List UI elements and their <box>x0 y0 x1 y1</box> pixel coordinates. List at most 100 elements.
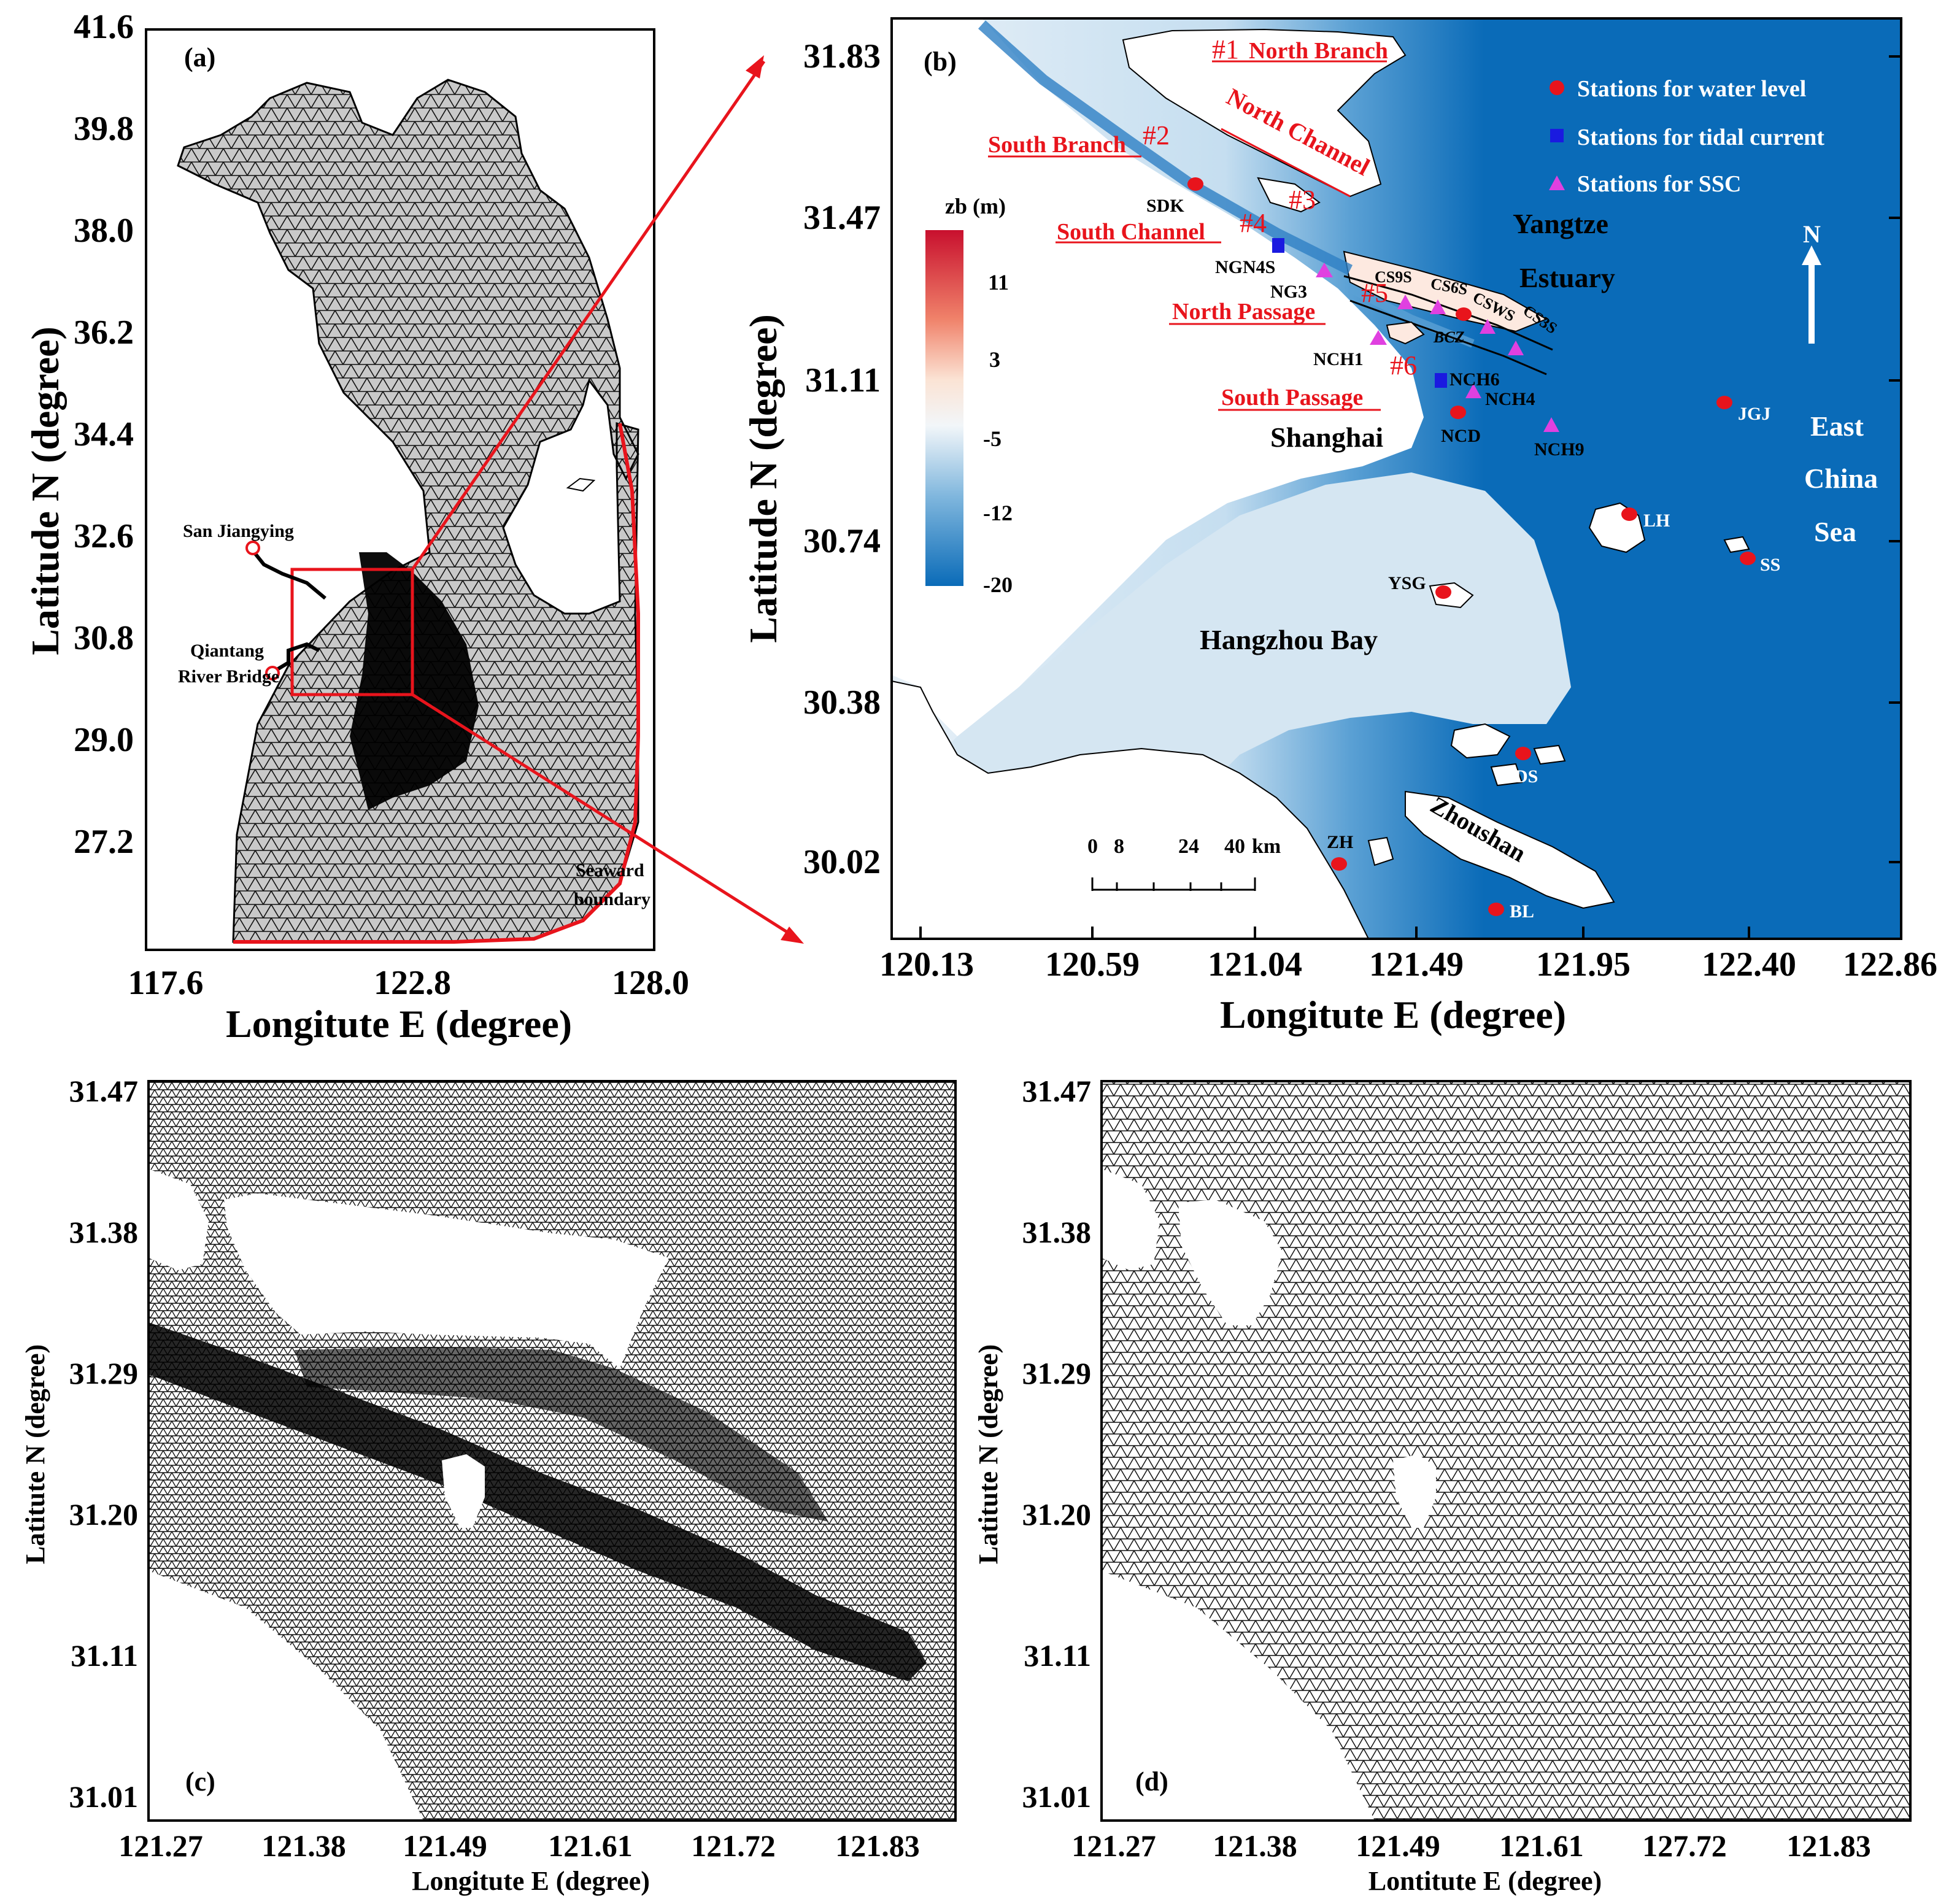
panel-a: San Jiangying Qiantang River Bridge Seaw… <box>23 8 689 1046</box>
section-3-num: #3 <box>1289 185 1316 215</box>
x-tick: 122.8 <box>374 964 451 1002</box>
section-6-name: South Passage <box>1221 385 1363 410</box>
panel-b-land <box>892 18 1424 736</box>
label-bl: BL <box>1510 901 1534 922</box>
colorbar-tick: -12 <box>983 501 1013 525</box>
y-tick: 31.11 <box>805 361 881 399</box>
panel-a-dense-mesh <box>350 552 479 810</box>
qiantang-label-2: River Bridge <box>178 666 279 687</box>
panel-d-label: (d) <box>1135 1767 1168 1797</box>
y-tick: 38.0 <box>74 212 134 250</box>
x-tick: 121.49 <box>1356 1829 1440 1863</box>
section-1-num: #1 <box>1212 34 1239 64</box>
y-tick: 30.74 <box>803 522 881 560</box>
y-tick: 34.4 <box>74 415 134 453</box>
island-zh <box>1367 836 1394 866</box>
panel-a-label: (a) <box>184 42 215 72</box>
label-nch6: NCH6 <box>1449 369 1500 390</box>
y-tick: 36.2 <box>74 314 134 352</box>
x-tick: 127.72 <box>1642 1829 1727 1863</box>
place-yangtze: Yangtze <box>1513 208 1608 239</box>
y-tick: 30.38 <box>803 684 881 722</box>
station-bl <box>1488 903 1504 916</box>
x-tick: 121.49 <box>403 1829 487 1863</box>
panel-a-xlabel: Longitute E (degree) <box>226 1002 572 1046</box>
hengsha-island <box>1343 250 1548 333</box>
panel-d-island-1 <box>1178 1200 1283 1325</box>
panel-b-ylabel: Latitude N (degree) <box>741 314 785 643</box>
panel-b-south-land <box>892 680 1370 939</box>
panel-a-zoom-rect <box>290 568 414 696</box>
y-tick: 30.02 <box>803 843 881 881</box>
x-tick: 121.61 <box>548 1829 633 1863</box>
label-ncd: NCD <box>1441 426 1481 446</box>
panel-a-ylabel: Latitude N (degree) <box>23 326 67 655</box>
y-tick: 31.47 <box>69 1074 139 1108</box>
x-tick: 120.59 <box>1045 946 1140 984</box>
y-tick: 31.29 <box>69 1356 139 1390</box>
label-sdk: SDK <box>1146 196 1184 216</box>
y-tick: 31.20 <box>1022 1497 1092 1532</box>
y-tick: 39.8 <box>74 110 134 148</box>
panel-c: (c) 31.47 31.38 31.29 31.20 31.11 31.01 … <box>20 1074 957 1896</box>
panel-c-dense-channel <box>149 1322 927 1681</box>
legend-ssc: Stations for SSC <box>1577 171 1741 197</box>
panel-d-ylabel: Latitute N (degree) <box>973 1344 1003 1564</box>
label-lh: LH <box>1643 511 1670 531</box>
colorbar <box>925 230 963 586</box>
zoom-connector-top <box>411 60 766 571</box>
panel-b-frame <box>890 17 1902 940</box>
panel-b-y-ticks: 31.83 31.47 31.11 30.74 30.38 30.02 <box>803 37 881 881</box>
y-tick: 31.01 <box>69 1779 139 1814</box>
section-2-name: South Branch <box>988 132 1126 158</box>
scale-bar-40: 40 <box>1224 835 1245 858</box>
station-ncd <box>1450 406 1466 419</box>
training-wall-2 <box>1349 299 1547 376</box>
panel-b-tick-marks <box>919 55 1901 939</box>
station-cs6s <box>1430 299 1446 314</box>
station-markers <box>1187 177 1756 916</box>
station-ngn4s <box>1272 238 1284 253</box>
panel-c-hengsha <box>224 1193 669 1368</box>
zoom-connector-bottom <box>411 693 799 941</box>
y-tick: 31.38 <box>1022 1215 1092 1249</box>
section-1-name: North Branch <box>1249 38 1388 64</box>
section-6-num: #6 <box>1390 350 1417 380</box>
island-ds <box>1450 723 1511 759</box>
panel-d-y-ticks: 31.47 31.38 31.29 31.20 31.11 31.01 <box>1022 1074 1092 1814</box>
y-tick: 31.47 <box>1022 1074 1092 1108</box>
x-tick: 117.6 <box>128 964 204 1002</box>
x-tick: 122.40 <box>1702 946 1796 984</box>
x-tick: 121.83 <box>1786 1829 1871 1863</box>
panel-c-y-ticks: 31.47 31.38 31.29 31.20 31.11 31.01 <box>69 1074 139 1814</box>
x-tick: 121.38 <box>1213 1829 1297 1863</box>
station-ysg <box>1435 585 1451 599</box>
x-tick: 121.95 <box>1536 946 1631 984</box>
panel-d-xlabel: Lontitute E (degree) <box>1368 1866 1602 1896</box>
changxing-island <box>1257 177 1321 213</box>
arrowhead-top <box>746 55 764 79</box>
y-tick: 29.0 <box>74 721 134 759</box>
x-tick: 122.86 <box>1843 946 1937 984</box>
channel-deep-2 <box>1348 284 1475 348</box>
scale-bar-8: 8 <box>1114 835 1124 858</box>
x-tick: 121.38 <box>261 1829 346 1863</box>
station-cs3s-b <box>1508 341 1524 355</box>
x-tick: 121.72 <box>691 1829 776 1863</box>
panel-c-land-sw <box>149 1571 423 1821</box>
arrowhead-bottom <box>781 927 804 944</box>
y-tick: 31.47 <box>803 199 881 237</box>
panel-b-xlabel: Longitute E (degree) <box>1220 993 1566 1036</box>
place-shanghai: Shanghai <box>1270 422 1383 453</box>
x-tick: 121.04 <box>1208 946 1302 984</box>
panel-d-land-sw <box>1102 1571 1375 1821</box>
scale-bar-0: 0 <box>1087 835 1098 858</box>
station-cs3s-a <box>1480 319 1496 334</box>
station-nch9 <box>1543 417 1559 432</box>
san-jiangying-label: San Jiangying <box>183 521 294 541</box>
y-tick: 31.38 <box>69 1215 139 1249</box>
station-nch6 <box>1435 373 1447 388</box>
y-tick: 31.83 <box>803 37 881 75</box>
colorbar-title: zb (m) <box>945 194 1006 218</box>
label-ysg: YSG <box>1388 573 1426 593</box>
